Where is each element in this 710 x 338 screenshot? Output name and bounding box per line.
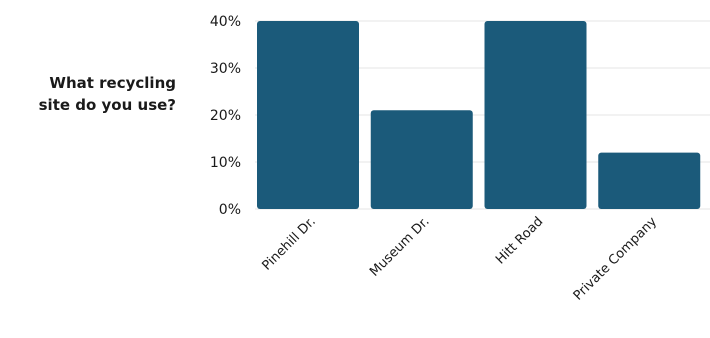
y-tick-label: 20% — [210, 108, 241, 124]
y-tick-label: 40% — [210, 14, 241, 30]
y-tick-label: 10% — [210, 155, 241, 171]
x-category-label: Hitt Road — [493, 214, 546, 267]
y-tick-label: 30% — [210, 61, 241, 77]
chart-question-line-1: What recycling — [49, 74, 176, 92]
x-category-label: Pinehill Dr. — [259, 214, 318, 273]
x-category-label: Private Company — [571, 214, 661, 304]
bar — [370, 110, 473, 209]
bar — [598, 152, 701, 209]
y-tick-label: 0% — [219, 202, 241, 218]
bar — [257, 21, 359, 209]
chart-question-line-2: site do you use? — [38, 96, 176, 114]
bar — [484, 21, 587, 209]
chart-question: What recycling site do you use? — [0, 72, 176, 116]
x-category-label: Museum Dr. — [367, 214, 432, 279]
